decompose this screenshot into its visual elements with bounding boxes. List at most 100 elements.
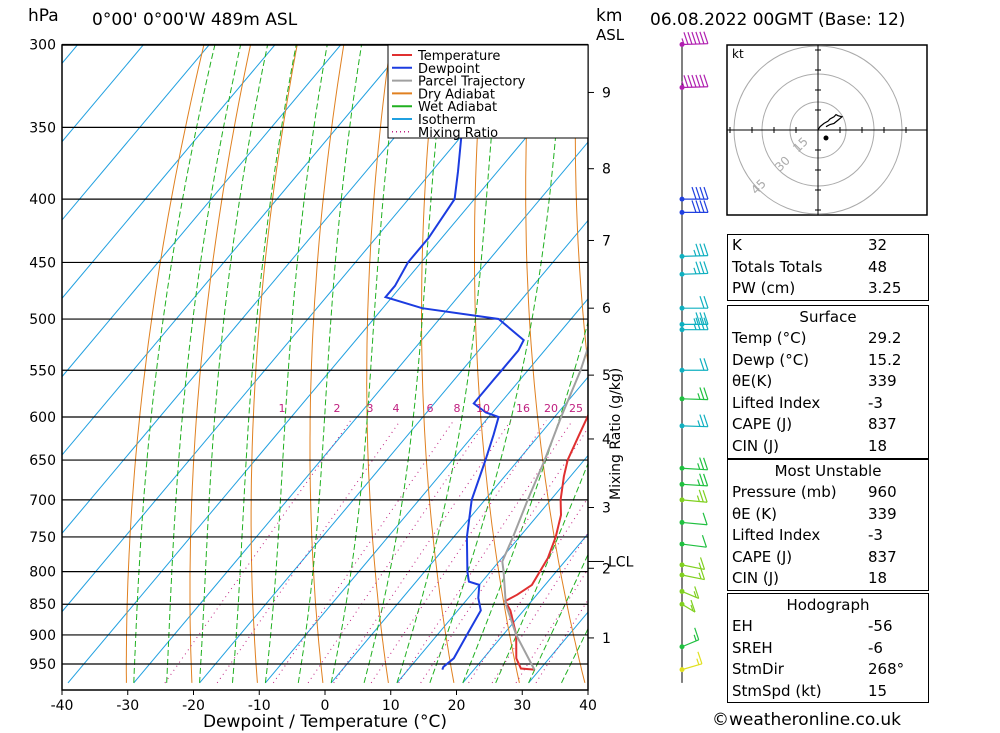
wind-barb-flag <box>703 74 709 87</box>
legend-entry: Dewpoint <box>418 62 480 77</box>
table-row: CIN (J) 18 <box>728 436 928 458</box>
km-tick-label: 6 <box>602 301 611 317</box>
wind-barb-flag <box>695 200 701 213</box>
pressure-tick-label: 950 <box>29 657 56 673</box>
wind-barb-flag <box>702 512 708 525</box>
wind-barb-half <box>690 604 694 612</box>
wind-barb-half <box>693 318 697 325</box>
table-row-label: Totals Totals <box>732 257 823 276</box>
isotherm-line <box>62 45 408 456</box>
table-row: Dewp (°C) 15.2 <box>728 350 928 372</box>
wet-adiabat-line <box>396 45 500 684</box>
wind-barb-half <box>697 393 701 400</box>
table-row-label: CAPE (J) <box>732 547 793 566</box>
unit-asl: ASL <box>596 26 625 44</box>
table-row: Pressure (mb) 960 <box>728 482 928 504</box>
wind-barb-flag <box>702 490 708 503</box>
wind-barb-flag <box>699 295 705 309</box>
table-row-value: -6 <box>868 638 883 657</box>
wind-barb <box>679 261 709 277</box>
pressure-tick-label: 500 <box>29 312 56 328</box>
dry-adiabat-line <box>125 45 205 683</box>
dry-adiabat-line <box>474 45 520 684</box>
table-row: Temp (°C) 29.2 <box>728 328 928 350</box>
table-row-value: 837 <box>868 547 897 566</box>
wind-barb-half <box>681 81 685 88</box>
wind-barb-flag <box>695 31 701 45</box>
wet-adiabat-line <box>363 45 447 684</box>
wet-adiabat-line <box>264 45 328 683</box>
wind-barb-flag <box>699 358 705 371</box>
wind-barb-flag <box>699 457 705 470</box>
hodograph-unit-label: kt <box>732 47 744 61</box>
wind-barb-flag <box>694 627 700 640</box>
x-tick-label: 0 <box>321 698 330 714</box>
dry-adiabat-line <box>574 45 588 370</box>
wind-barb-flag <box>703 200 709 213</box>
table-row-label: StmDir <box>732 660 784 679</box>
wind-barb-flag <box>703 457 709 471</box>
wind-barb <box>679 295 709 311</box>
wet-adiabat-line <box>330 45 401 683</box>
wind-barb-half <box>681 38 685 45</box>
mixing-ratio-line <box>164 420 352 684</box>
pressure-tick-label: 800 <box>29 565 56 581</box>
most-unstable-table: Most Unstable Pressure (mb) 960 θE (K) 339 Li… <box>727 459 929 591</box>
mixing-ratio-value-label: 10 <box>476 402 490 415</box>
table-title: Hodograph <box>786 596 870 614</box>
wind-barb-staff <box>681 272 708 275</box>
table-row: θE(K) 339 <box>728 371 928 393</box>
wet-adiabat-line <box>495 462 588 684</box>
wet-adiabat-line <box>528 553 588 684</box>
wind-barb-half <box>693 634 697 642</box>
pressure-tick-label: 900 <box>29 628 56 644</box>
table-row-value: 18 <box>868 436 888 455</box>
table-row-label: Temp (°C) <box>732 329 807 347</box>
table-row: PW (cm) 3.25 <box>728 278 928 300</box>
axis-labels: 3003504004505005506006507007508008509009… <box>29 38 633 715</box>
isotherm-line <box>62 45 210 221</box>
wind-barb-staff <box>681 521 708 526</box>
dry-adiabat-line <box>366 45 391 683</box>
mixing-ratio-line <box>216 420 401 684</box>
wind-barb <box>679 651 703 673</box>
isotherm-line <box>199 219 588 684</box>
wind-barb-staff <box>681 543 707 548</box>
wind-barb-flag <box>699 261 705 274</box>
mixing-ratio-value-label: 1 <box>279 402 286 415</box>
wind-barb-flag <box>695 186 701 200</box>
wind-barb-staff <box>681 255 708 258</box>
wind-barb-flag <box>703 31 709 44</box>
datetime-label: 06.08.2022 00GMT (Base: 12) <box>650 10 906 30</box>
wind-barb-flag <box>698 489 704 503</box>
table-row-value: 18 <box>868 569 888 588</box>
isotherm-line <box>62 45 276 300</box>
isotherm-line <box>62 45 79 65</box>
mixing-ratio-value-label: 3 <box>367 402 374 415</box>
pressure-tick-label: 700 <box>29 493 56 509</box>
hodograph-table: Hodograph EH -56 SREH -6 StmDir 268° StmSpd (kt… <box>727 593 929 704</box>
background-lines <box>62 45 588 684</box>
wind-barb-flag <box>699 312 705 325</box>
wind-barb-half <box>696 495 700 502</box>
wind-barb-staff <box>681 639 699 648</box>
pressure-tick-label: 600 <box>29 410 56 426</box>
pressure-tick-label: 550 <box>29 363 56 379</box>
x-tick-label: -20 <box>182 698 205 714</box>
wind-barb-flag <box>703 186 709 200</box>
wind-barb-flag <box>695 317 701 330</box>
table-row-label: θE (K) <box>732 504 777 523</box>
wet-adiabat-line <box>166 45 242 683</box>
wet-adiabat-line <box>133 45 216 683</box>
wind-barb-flag <box>691 74 697 88</box>
table-row: θE (K) 339 <box>728 504 928 526</box>
pressure-tick-label: 400 <box>29 192 56 208</box>
table-row-value: 3.25 <box>868 279 902 298</box>
table-row-label: EH <box>732 617 753 635</box>
wind-barb <box>679 31 709 47</box>
wind-barb <box>679 74 709 91</box>
pressure-tick-label: 450 <box>29 255 56 271</box>
km-tick-label: 2 <box>602 561 611 577</box>
